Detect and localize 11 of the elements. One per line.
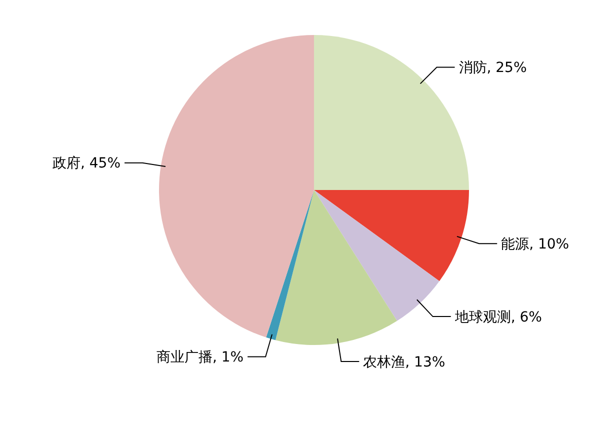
slice-label: 消防, 25% <box>458 60 527 76</box>
slice-label: 地球观测, 6% <box>454 309 542 326</box>
pie-slice <box>266 190 314 340</box>
pie-slice <box>159 35 314 338</box>
slice-label: 商业广播, 1% <box>156 350 244 366</box>
pie-slice <box>314 190 440 321</box>
slice-label: 政府, 45% <box>52 156 121 172</box>
pie-slice <box>314 190 469 282</box>
pie-slice <box>275 190 398 345</box>
slice-label: 能源, 10% <box>501 236 570 253</box>
slice-label: 农林渔, 13% <box>363 354 446 370</box>
